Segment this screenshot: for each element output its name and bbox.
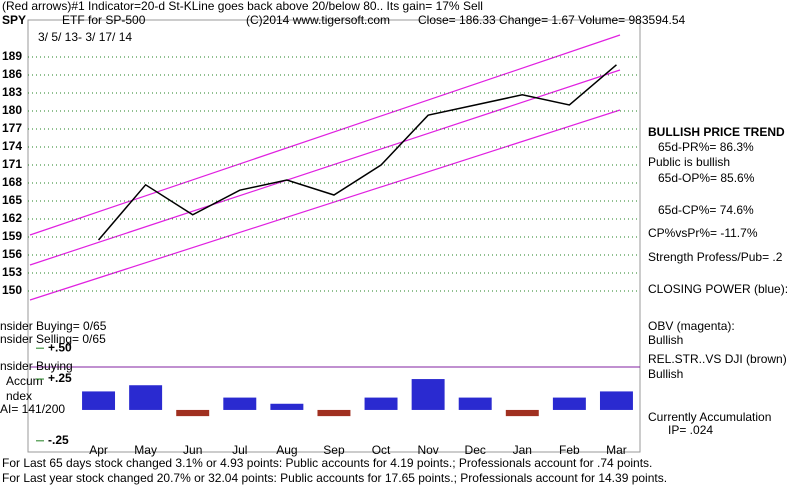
left-label: nsider Buying	[0, 359, 73, 373]
accum-bar	[364, 397, 398, 410]
y-tick-label: 171	[2, 157, 22, 171]
y-tick-label: 189	[2, 49, 22, 63]
y-tick-label: -.25	[48, 433, 69, 447]
symbol: SPY	[2, 13, 26, 27]
accum-bar	[458, 397, 492, 410]
side-text: REL.STR..VS DJI (brown)	[648, 352, 787, 366]
footer-line: For Last 65 days stock changed 3.1% or 4…	[2, 456, 652, 470]
accum-bar	[552, 397, 586, 410]
side-text: OBV (magenta):	[648, 319, 735, 333]
y-tick-label: 186	[2, 67, 22, 81]
side-text: CP%vsPr%= -11.7%	[648, 226, 758, 240]
y-tick-label: 177	[2, 121, 22, 135]
y-tick-label: 168	[2, 175, 22, 189]
side-text: Bullish	[648, 367, 683, 381]
side-text: 65d-CP%= 74.6%	[658, 203, 754, 217]
y-tick-label: +.25	[48, 371, 72, 385]
x-tick-label: May	[134, 443, 157, 457]
side-text: 65d-PR%= 86.3%	[658, 140, 754, 154]
x-tick-label: Jul	[232, 443, 247, 457]
side-text: IP= .024	[668, 423, 713, 437]
left-label: nsider Selling= 0/65	[0, 332, 106, 346]
channel-line	[29, 34, 621, 236]
header-line: (Red arrows)#1 Indicator=20-d St-KLine g…	[2, 0, 483, 13]
left-label: AI= 141/200	[0, 402, 65, 416]
accum-bar	[505, 409, 539, 417]
y-tick-label: 180	[2, 103, 22, 117]
date-range: 3/ 5/ 13- 3/ 17/ 14	[38, 30, 132, 44]
x-tick-label: Aug	[276, 443, 297, 457]
y-tick-label: 165	[2, 193, 22, 207]
x-tick-label: Oct	[372, 443, 391, 457]
side-text: Strength Profess/Pub= .2	[648, 250, 783, 264]
etf-name: ETF for SP-500	[62, 13, 146, 27]
side-text: Public is bullish	[648, 155, 730, 169]
y-tick-label: 153	[2, 265, 22, 279]
y-tick-label: 150	[2, 283, 22, 297]
x-tick-label: Nov	[417, 443, 438, 457]
x-tick-label: Jun	[183, 443, 202, 457]
side-text: Currently Accumulation	[648, 410, 771, 424]
left-label: nsider Buying= 0/65	[0, 319, 107, 333]
x-tick-label: Jan	[513, 443, 532, 457]
x-tick-label: Mar	[606, 443, 627, 457]
footer-line: For Last year stock changed 20.7% or 32.…	[2, 471, 667, 485]
channel-line	[29, 109, 621, 301]
accum-bar	[223, 397, 257, 410]
accum-bar	[599, 391, 633, 410]
y-tick-label: 156	[2, 247, 22, 261]
frame	[27, 19, 641, 453]
side-text: Bullish	[648, 333, 683, 347]
side-text: CLOSING POWER (blue):	[648, 282, 788, 296]
side-text: BULLISH PRICE TREND	[648, 125, 785, 139]
accum-bar	[129, 385, 163, 410]
y-tick-label: 183	[2, 85, 22, 99]
channel-line	[29, 69, 621, 266]
accum-bar	[270, 403, 304, 410]
quote: Close= 186.33 Change= 1.67 Volume= 98359…	[418, 13, 686, 27]
copyright: (C)2014 www.tigersoft.com	[246, 13, 390, 27]
y-tick-label: 159	[2, 229, 22, 243]
x-tick-label: Feb	[559, 443, 580, 457]
price-line	[97, 64, 617, 241]
accum-bar	[82, 391, 116, 410]
accum-bar	[176, 409, 210, 417]
left-label: Accum	[6, 374, 43, 388]
side-text: 65d-OP%= 85.6%	[658, 171, 755, 185]
y-tick-label: +.50	[48, 340, 72, 354]
x-tick-label: Apr	[89, 443, 108, 457]
left-label: ndex	[6, 389, 32, 403]
accum-bar	[411, 379, 445, 410]
y-tick-label: 162	[2, 211, 22, 225]
x-tick-label: Dec	[465, 443, 486, 457]
x-tick-label: Sep	[323, 443, 345, 457]
y-tick-label: 174	[2, 139, 22, 153]
accum-bar	[317, 409, 351, 417]
